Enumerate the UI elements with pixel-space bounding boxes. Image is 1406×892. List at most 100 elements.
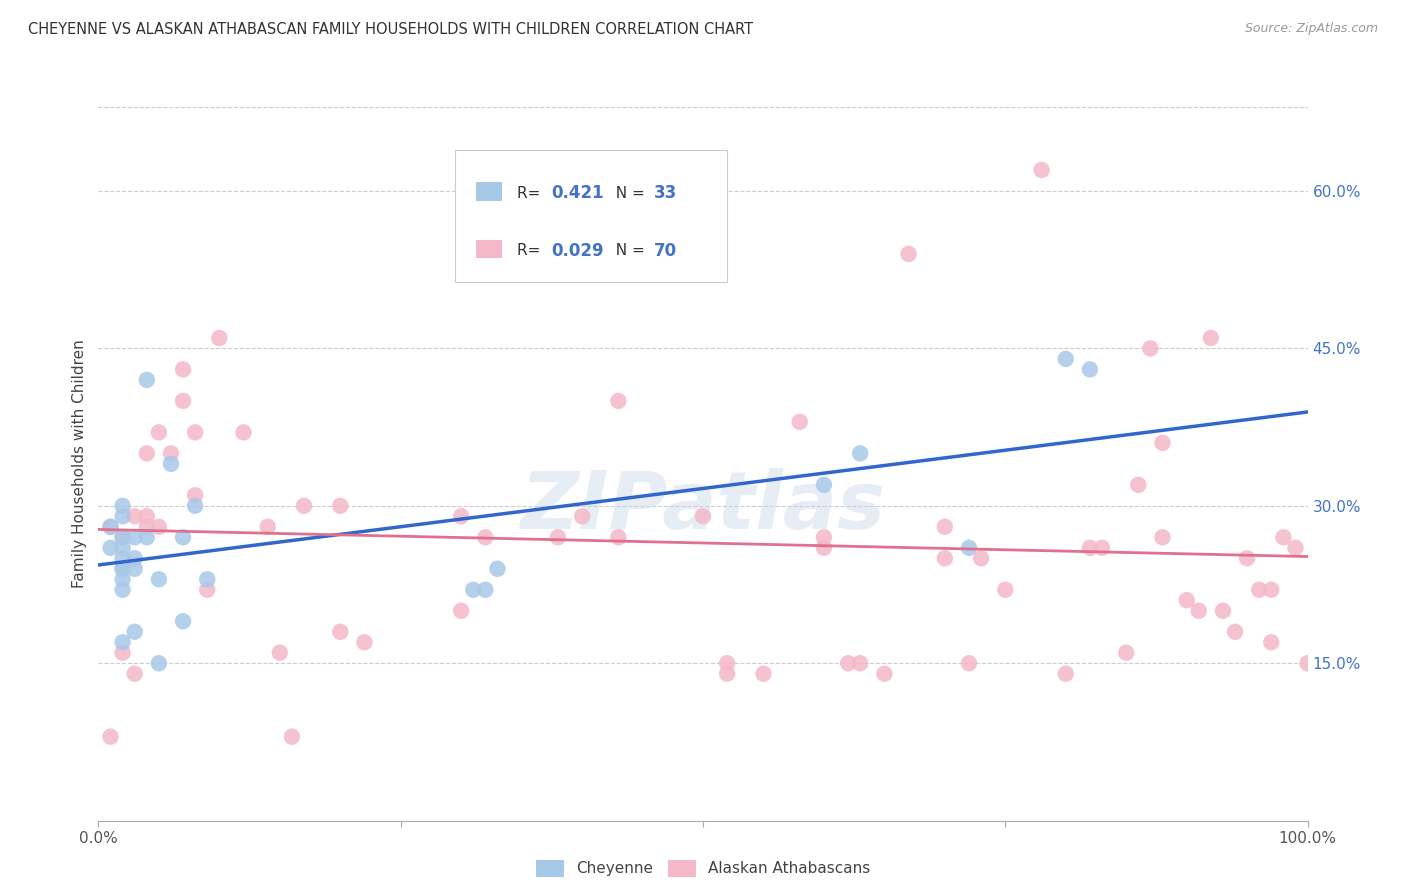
Point: [148, 425, 170, 440]
Point: [813, 541, 835, 555]
Point: [256, 520, 278, 534]
Text: 70: 70: [654, 242, 676, 260]
Point: [172, 393, 194, 408]
Point: [100, 730, 122, 744]
Point: [607, 530, 630, 544]
Point: [1152, 435, 1174, 450]
Point: [934, 551, 956, 566]
Point: [957, 657, 980, 671]
Point: [1249, 582, 1271, 597]
Point: [486, 562, 509, 576]
Point: [135, 530, 157, 544]
Point: [897, 247, 920, 261]
Point: [184, 425, 207, 440]
Point: [184, 499, 207, 513]
Point: [124, 551, 146, 566]
Point: [934, 520, 956, 534]
Point: [1139, 342, 1161, 356]
Point: [148, 572, 170, 586]
Point: [160, 446, 183, 460]
Point: [135, 509, 157, 524]
Point: [124, 530, 146, 544]
Point: [789, 415, 811, 429]
Point: [571, 509, 593, 524]
Point: [1260, 635, 1282, 649]
Point: [124, 509, 146, 524]
Point: [692, 509, 714, 524]
Point: [1223, 624, 1246, 639]
Point: [111, 635, 134, 649]
Point: [957, 541, 980, 555]
Point: [970, 551, 993, 566]
Point: [849, 657, 872, 671]
Point: [1188, 604, 1211, 618]
Point: [1078, 541, 1101, 555]
Legend: Cheyenne, Alaskan Athabascans: Cheyenne, Alaskan Athabascans: [536, 860, 870, 877]
Point: [232, 425, 254, 440]
Point: [1128, 478, 1150, 492]
Point: [1296, 657, 1319, 671]
Point: [752, 666, 775, 681]
Point: [450, 509, 472, 524]
Point: [450, 604, 472, 618]
Text: ZIPatlas: ZIPatlas: [520, 467, 886, 546]
Text: 0.029: 0.029: [551, 242, 603, 260]
Point: [1260, 582, 1282, 597]
Point: [716, 666, 738, 681]
Point: [1054, 666, 1077, 681]
Point: [813, 530, 835, 544]
FancyBboxPatch shape: [475, 240, 502, 259]
Point: [111, 572, 134, 586]
FancyBboxPatch shape: [475, 182, 502, 201]
Point: [100, 541, 122, 555]
Point: [994, 582, 1017, 597]
Point: [281, 730, 304, 744]
Point: [1115, 646, 1137, 660]
Point: [111, 582, 134, 597]
Text: Source: ZipAtlas.com: Source: ZipAtlas.com: [1244, 22, 1378, 36]
Point: [124, 624, 146, 639]
Point: [1054, 351, 1077, 366]
Point: [100, 520, 122, 534]
Point: [111, 499, 134, 513]
Point: [124, 666, 146, 681]
Point: [111, 646, 134, 660]
Point: [172, 530, 194, 544]
Point: [100, 520, 122, 534]
Text: R=: R=: [517, 244, 546, 259]
Point: [837, 657, 859, 671]
Point: [463, 582, 485, 597]
Point: [208, 331, 231, 345]
Point: [353, 635, 375, 649]
Point: [1212, 604, 1234, 618]
Point: [607, 393, 630, 408]
Text: N =: N =: [606, 186, 650, 201]
Point: [111, 509, 134, 524]
Point: [135, 446, 157, 460]
Point: [111, 530, 134, 544]
Point: [329, 624, 352, 639]
Point: [135, 373, 157, 387]
Point: [111, 541, 134, 555]
Text: 0.421: 0.421: [551, 185, 603, 202]
Point: [195, 572, 218, 586]
Point: [474, 582, 496, 597]
Point: [111, 530, 134, 544]
Point: [172, 614, 194, 628]
Point: [292, 499, 315, 513]
Point: [1091, 541, 1114, 555]
Point: [1199, 331, 1222, 345]
Point: [160, 457, 183, 471]
Point: [1078, 362, 1101, 376]
Point: [1284, 541, 1306, 555]
Point: [716, 657, 738, 671]
Point: [329, 499, 352, 513]
Point: [1175, 593, 1198, 607]
Point: [1152, 530, 1174, 544]
Text: R=: R=: [517, 186, 546, 201]
Text: CHEYENNE VS ALASKAN ATHABASCAN FAMILY HOUSEHOLDS WITH CHILDREN CORRELATION CHART: CHEYENNE VS ALASKAN ATHABASCAN FAMILY HO…: [28, 22, 754, 37]
Point: [111, 562, 134, 576]
Point: [195, 582, 218, 597]
Point: [172, 362, 194, 376]
Point: [269, 646, 291, 660]
